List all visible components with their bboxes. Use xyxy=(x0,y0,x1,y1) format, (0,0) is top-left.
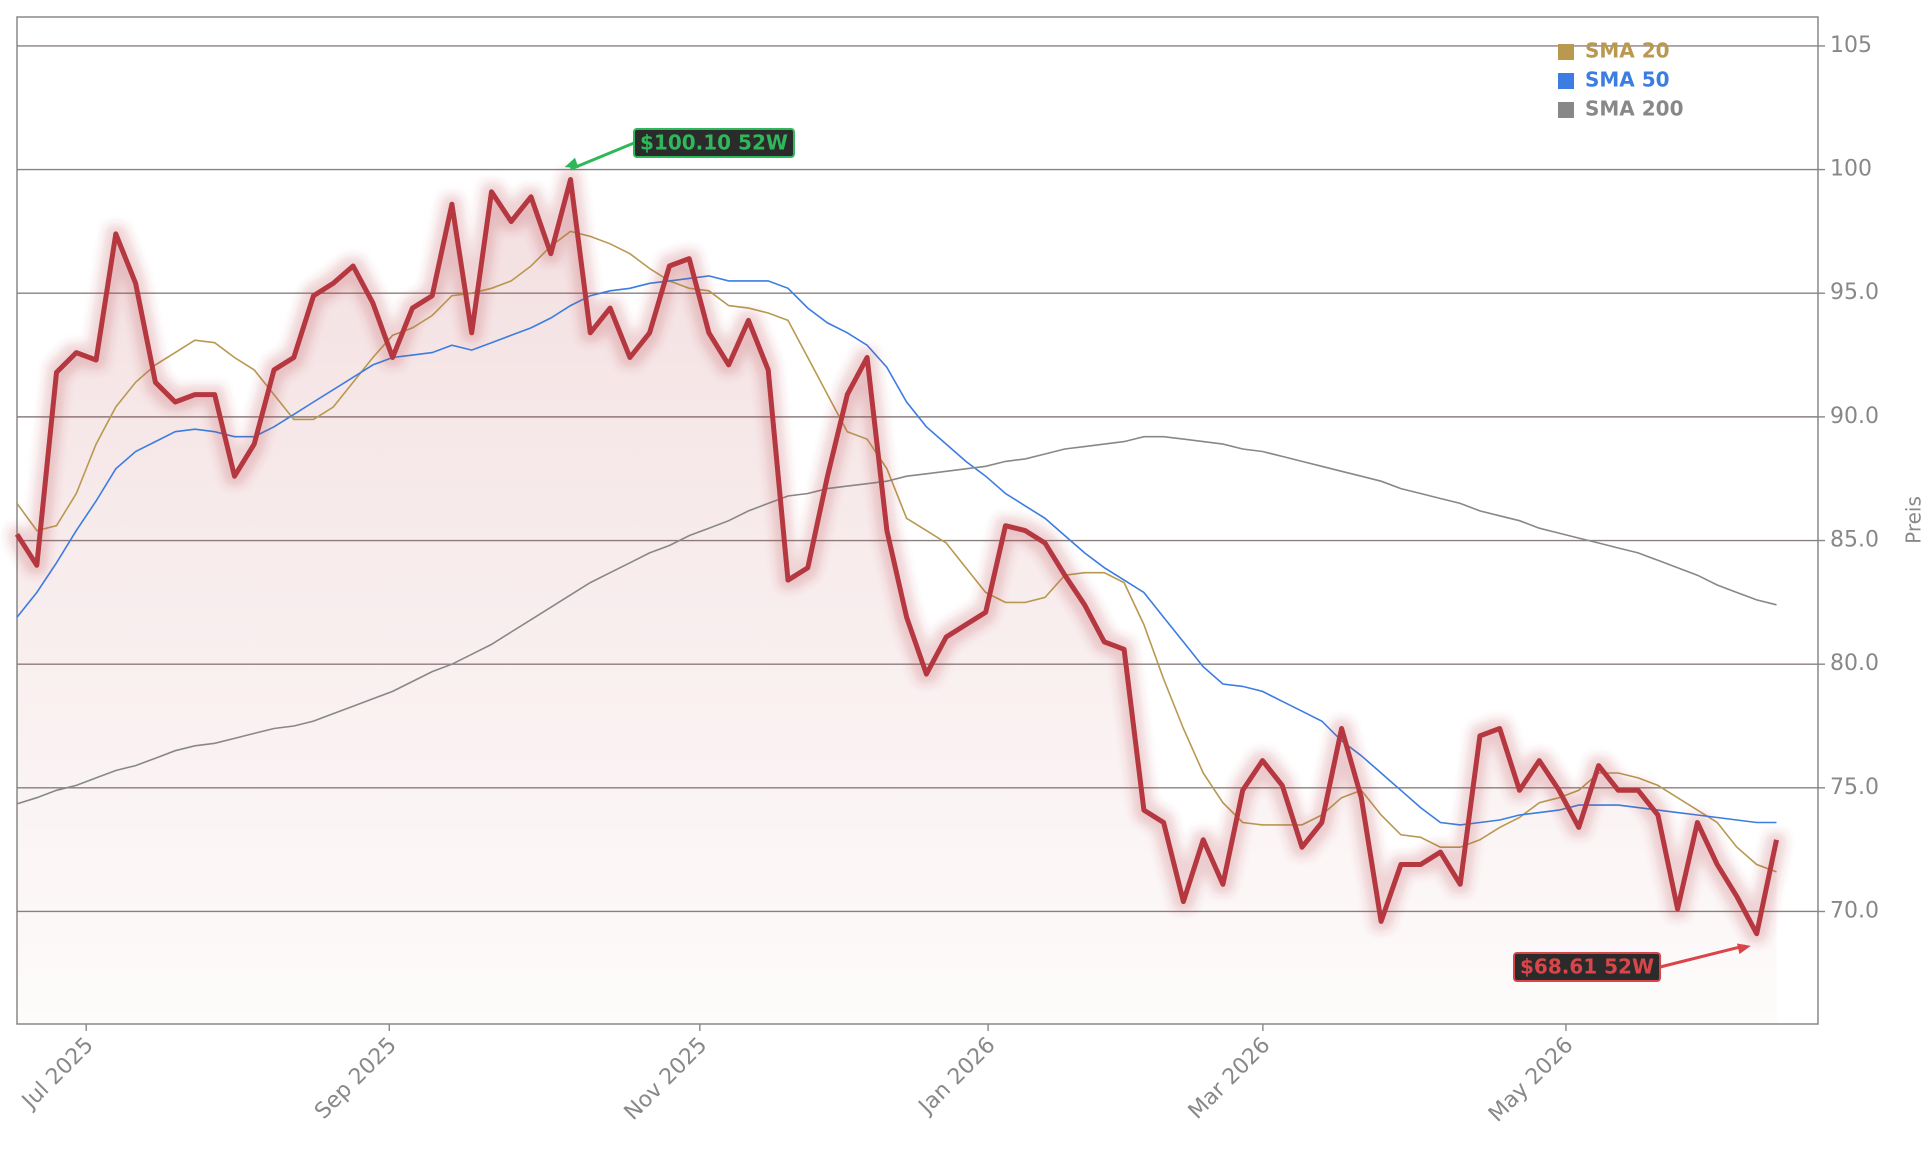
annotation-arrow xyxy=(570,141,635,171)
x-tick-label: Mar 2026 xyxy=(1184,1033,1276,1125)
annotation-arrow xyxy=(1659,944,1746,969)
annotation-label: $100.10 52W xyxy=(640,131,788,155)
legend-swatch xyxy=(1558,73,1574,89)
y-axis-label: Preis xyxy=(1902,496,1926,544)
y-tick-label: 105 xyxy=(1830,33,1872,58)
y-tick-label: 95.0 xyxy=(1830,280,1879,305)
annotation-arrowhead xyxy=(1736,943,1751,955)
price-line xyxy=(14,177,1779,937)
x-tick-label: May 2026 xyxy=(1484,1033,1578,1127)
sma-line xyxy=(16,230,1777,873)
x-tick-label: Jan 2026 xyxy=(913,1033,1001,1121)
y-tick-label: 90.0 xyxy=(1830,404,1879,429)
sma-line xyxy=(16,275,1777,826)
y-tick-label: 100 xyxy=(1830,157,1872,182)
sma-line xyxy=(16,435,1777,805)
legend-label: SMA 50 xyxy=(1585,68,1670,92)
y-tick-label: 85.0 xyxy=(1830,528,1879,553)
legend-swatch xyxy=(1558,102,1574,118)
annotation-label: $68.61 52W xyxy=(1520,955,1654,979)
y-tick-label: 75.0 xyxy=(1830,775,1879,800)
legend-label: SMA 20 xyxy=(1585,39,1670,63)
y-tick-label: 70.0 xyxy=(1830,898,1879,923)
legend-swatch xyxy=(1558,44,1574,60)
annotation-arrowhead xyxy=(564,157,579,169)
x-tick-label: Sep 2025 xyxy=(310,1033,402,1125)
x-tick-label: Nov 2025 xyxy=(620,1033,713,1126)
annotation: $100.10 52W xyxy=(564,128,795,171)
x-tick-label: Jul 2025 xyxy=(16,1033,98,1115)
y-tick-label: 80.0 xyxy=(1830,651,1879,676)
annotation: $68.61 52W xyxy=(1513,943,1751,982)
legend-label: SMA 200 xyxy=(1585,97,1684,121)
price-area xyxy=(17,179,1777,1024)
